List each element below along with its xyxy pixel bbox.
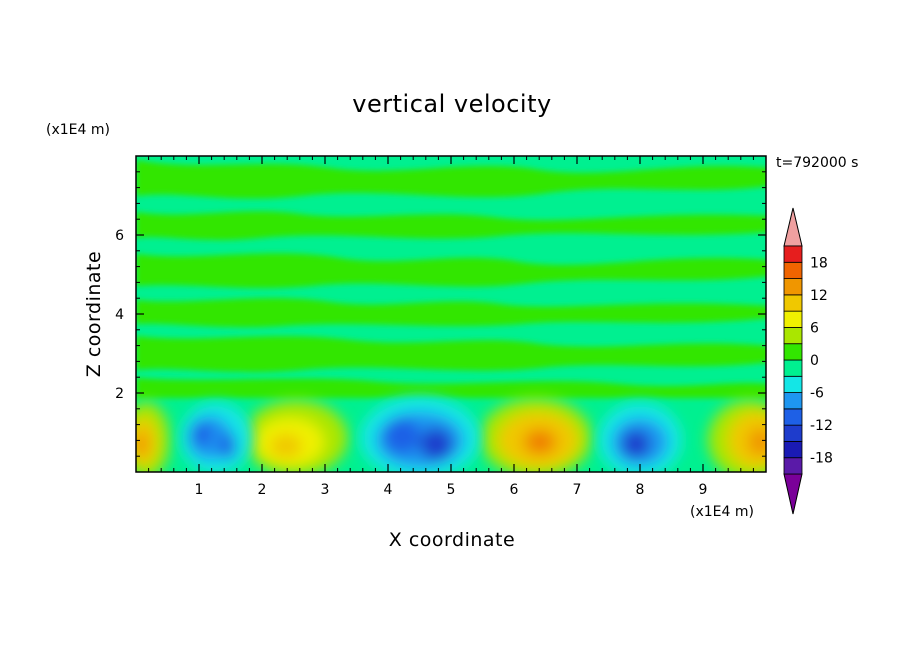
x-tick-label-9: 9 (699, 482, 708, 498)
downdraft-cell-3-core (622, 430, 650, 458)
y-axis-unit: (x1E4 m) (46, 122, 110, 138)
colorbar-swatch (783, 375, 803, 393)
downdraft-cell-1-core-b (220, 432, 236, 460)
band-1 (136, 160, 766, 199)
x-axis-label: X coordinate (389, 529, 515, 551)
y-tick-label-4: 4 (115, 307, 124, 323)
colorbar-swatch (783, 408, 803, 426)
colorbar-swatch (783, 359, 803, 377)
y-tick-label-6: 6 (115, 228, 124, 244)
downdraft-cell-2-core-b (420, 428, 452, 460)
x-tick-label-4: 4 (384, 482, 393, 498)
colorbar-label: 6 (810, 320, 819, 336)
colorbar-label: 18 (810, 255, 828, 271)
colorbar-swatch (783, 343, 803, 361)
convective-cells (136, 396, 766, 472)
colorbar-swatch (783, 424, 803, 442)
x-tick-label-6: 6 (510, 482, 519, 498)
updraft-cells (136, 398, 766, 472)
downdraft-cells (180, 396, 682, 472)
time-label: t=792000 s (776, 155, 858, 171)
x-tick-label-1: 1 (195, 482, 204, 498)
colorbar-swatch (783, 457, 803, 475)
updraft-cell-3-peak (533, 436, 547, 448)
updraft-cell-1-core (136, 432, 148, 456)
colorbar-swatch (783, 261, 803, 279)
colorbar-swatch (783, 441, 803, 459)
downdraft-cell-2-core-a (384, 418, 420, 454)
band-5 (136, 336, 766, 372)
x-tick-label-7: 7 (573, 482, 582, 498)
colorbar-label: 0 (810, 353, 819, 369)
band-4 (136, 298, 766, 328)
updraft-cell-4-core (748, 428, 766, 456)
colorbar-label: -12 (810, 418, 833, 434)
colorbar-label: -6 (810, 386, 824, 402)
colorbar-swatch (783, 392, 803, 410)
band-3 (136, 253, 766, 288)
y-tick-label-2: 2 (115, 386, 124, 402)
colorbar-over-triangle (783, 207, 803, 247)
axis-ticks: 1 2 3 4 5 6 7 8 9 2 4 6 (115, 156, 766, 498)
x-tick-label-8: 8 (636, 482, 645, 498)
colorbar-swatch (783, 310, 803, 328)
x-tick-label-3: 3 (321, 482, 330, 498)
downdraft-cell-1-core-a (192, 422, 212, 446)
x-axis-unit: (x1E4 m) (690, 504, 754, 520)
colorbar-label: -18 (810, 451, 833, 467)
colorbar-swatch (783, 327, 803, 345)
colorbar-under-triangle (783, 473, 803, 515)
band-2 (136, 211, 766, 240)
chart-title: vertical velocity (352, 90, 551, 118)
colorbar-label: 12 (810, 288, 828, 304)
colorbar-swatch (783, 294, 803, 312)
x-tick-label-5: 5 (447, 482, 456, 498)
updraft-cell-2-core (270, 434, 302, 458)
band-6 (136, 378, 766, 398)
colorbar: 18 12 6 0 -6 -12 -18 (783, 207, 833, 515)
colorbar-swatch (783, 278, 803, 296)
x-tick-label-2: 2 (258, 482, 267, 498)
contour-field (136, 156, 766, 472)
y-axis-label: Z coordinate (83, 251, 105, 377)
weak-updraft-bands (136, 160, 766, 398)
colorbar-swatch (783, 245, 803, 263)
